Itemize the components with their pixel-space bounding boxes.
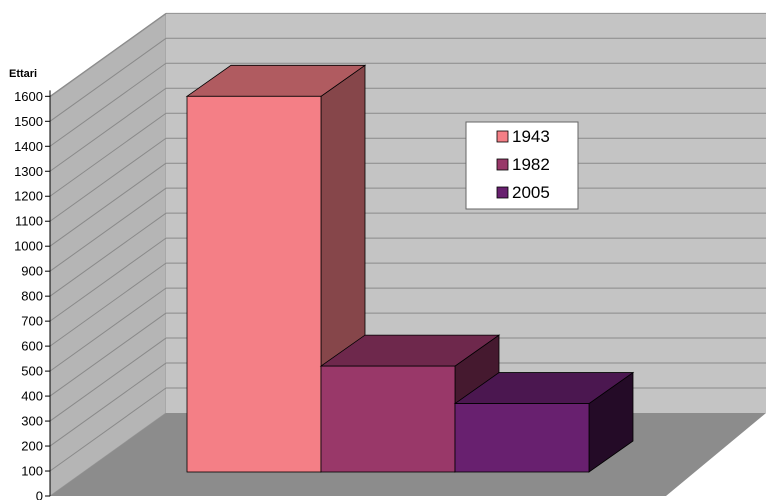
legend-label-2005: 2005 [512, 183, 550, 202]
legend-box [465, 121, 579, 210]
gridline-side-1100 [49, 137, 167, 222]
bar-front-1982 [320, 365, 456, 473]
gridline-side-800 [49, 212, 167, 297]
legend: 1943 1982 2005 [465, 121, 579, 210]
gridline-side-1600 [49, 12, 167, 97]
tick-label-700: 700 [21, 314, 43, 329]
tick-label-300: 300 [21, 414, 43, 429]
tick-label-200: 200 [21, 439, 43, 454]
tick-label-1200: 1200 [14, 189, 43, 204]
tick-label-800: 800 [21, 289, 43, 304]
gridline-side-1300 [49, 87, 167, 172]
legend-label-1982: 1982 [512, 155, 550, 174]
gridline-side-900 [49, 187, 167, 272]
tick-label-1600: 1600 [14, 89, 43, 104]
gridline-side-1400 [49, 62, 167, 147]
gridline-side-300 [49, 337, 167, 422]
gridline-side-700 [49, 237, 167, 322]
gridline-side-500 [49, 287, 167, 372]
tick-label-1000: 1000 [14, 239, 43, 254]
gridline-side-400 [49, 312, 167, 397]
gridline-side-1500 [49, 37, 167, 122]
y-axis-ticks: 0 100 200 300 400 500 600 700 800 900 1000 1100 1200… [14, 89, 50, 500]
tick-label-1300: 1300 [14, 164, 43, 179]
tick-label-900: 900 [21, 264, 43, 279]
gridline-side-200 [49, 362, 167, 447]
bars [185, 64, 635, 473]
gridline-side-1000 [49, 162, 167, 247]
y-axis-label: Ettari [9, 68, 37, 80]
gridline-side-600 [49, 262, 167, 347]
bar-front-1943 [186, 95, 322, 473]
bar-2005 [453, 371, 635, 473]
tick-label-500: 500 [21, 364, 43, 379]
tick-label-100: 100 [21, 464, 43, 479]
tick-label-400: 400 [21, 389, 43, 404]
tick-label-0: 0 [36, 489, 43, 500]
tick-label-1400: 1400 [14, 139, 43, 154]
gridline-side-1200 [49, 112, 167, 197]
legend-label-1943: 1943 [512, 127, 550, 146]
tick-label-1100: 1100 [15, 214, 43, 229]
tick-label-1500: 1500 [14, 114, 43, 129]
legend-swatch-2005 [496, 186, 509, 199]
gridline-side-100 [49, 387, 167, 472]
bar-front-2005 [454, 403, 590, 473]
legend-swatch-1982 [496, 158, 509, 171]
legend-swatch-1943 [496, 130, 509, 143]
tick-label-600: 600 [21, 339, 43, 354]
